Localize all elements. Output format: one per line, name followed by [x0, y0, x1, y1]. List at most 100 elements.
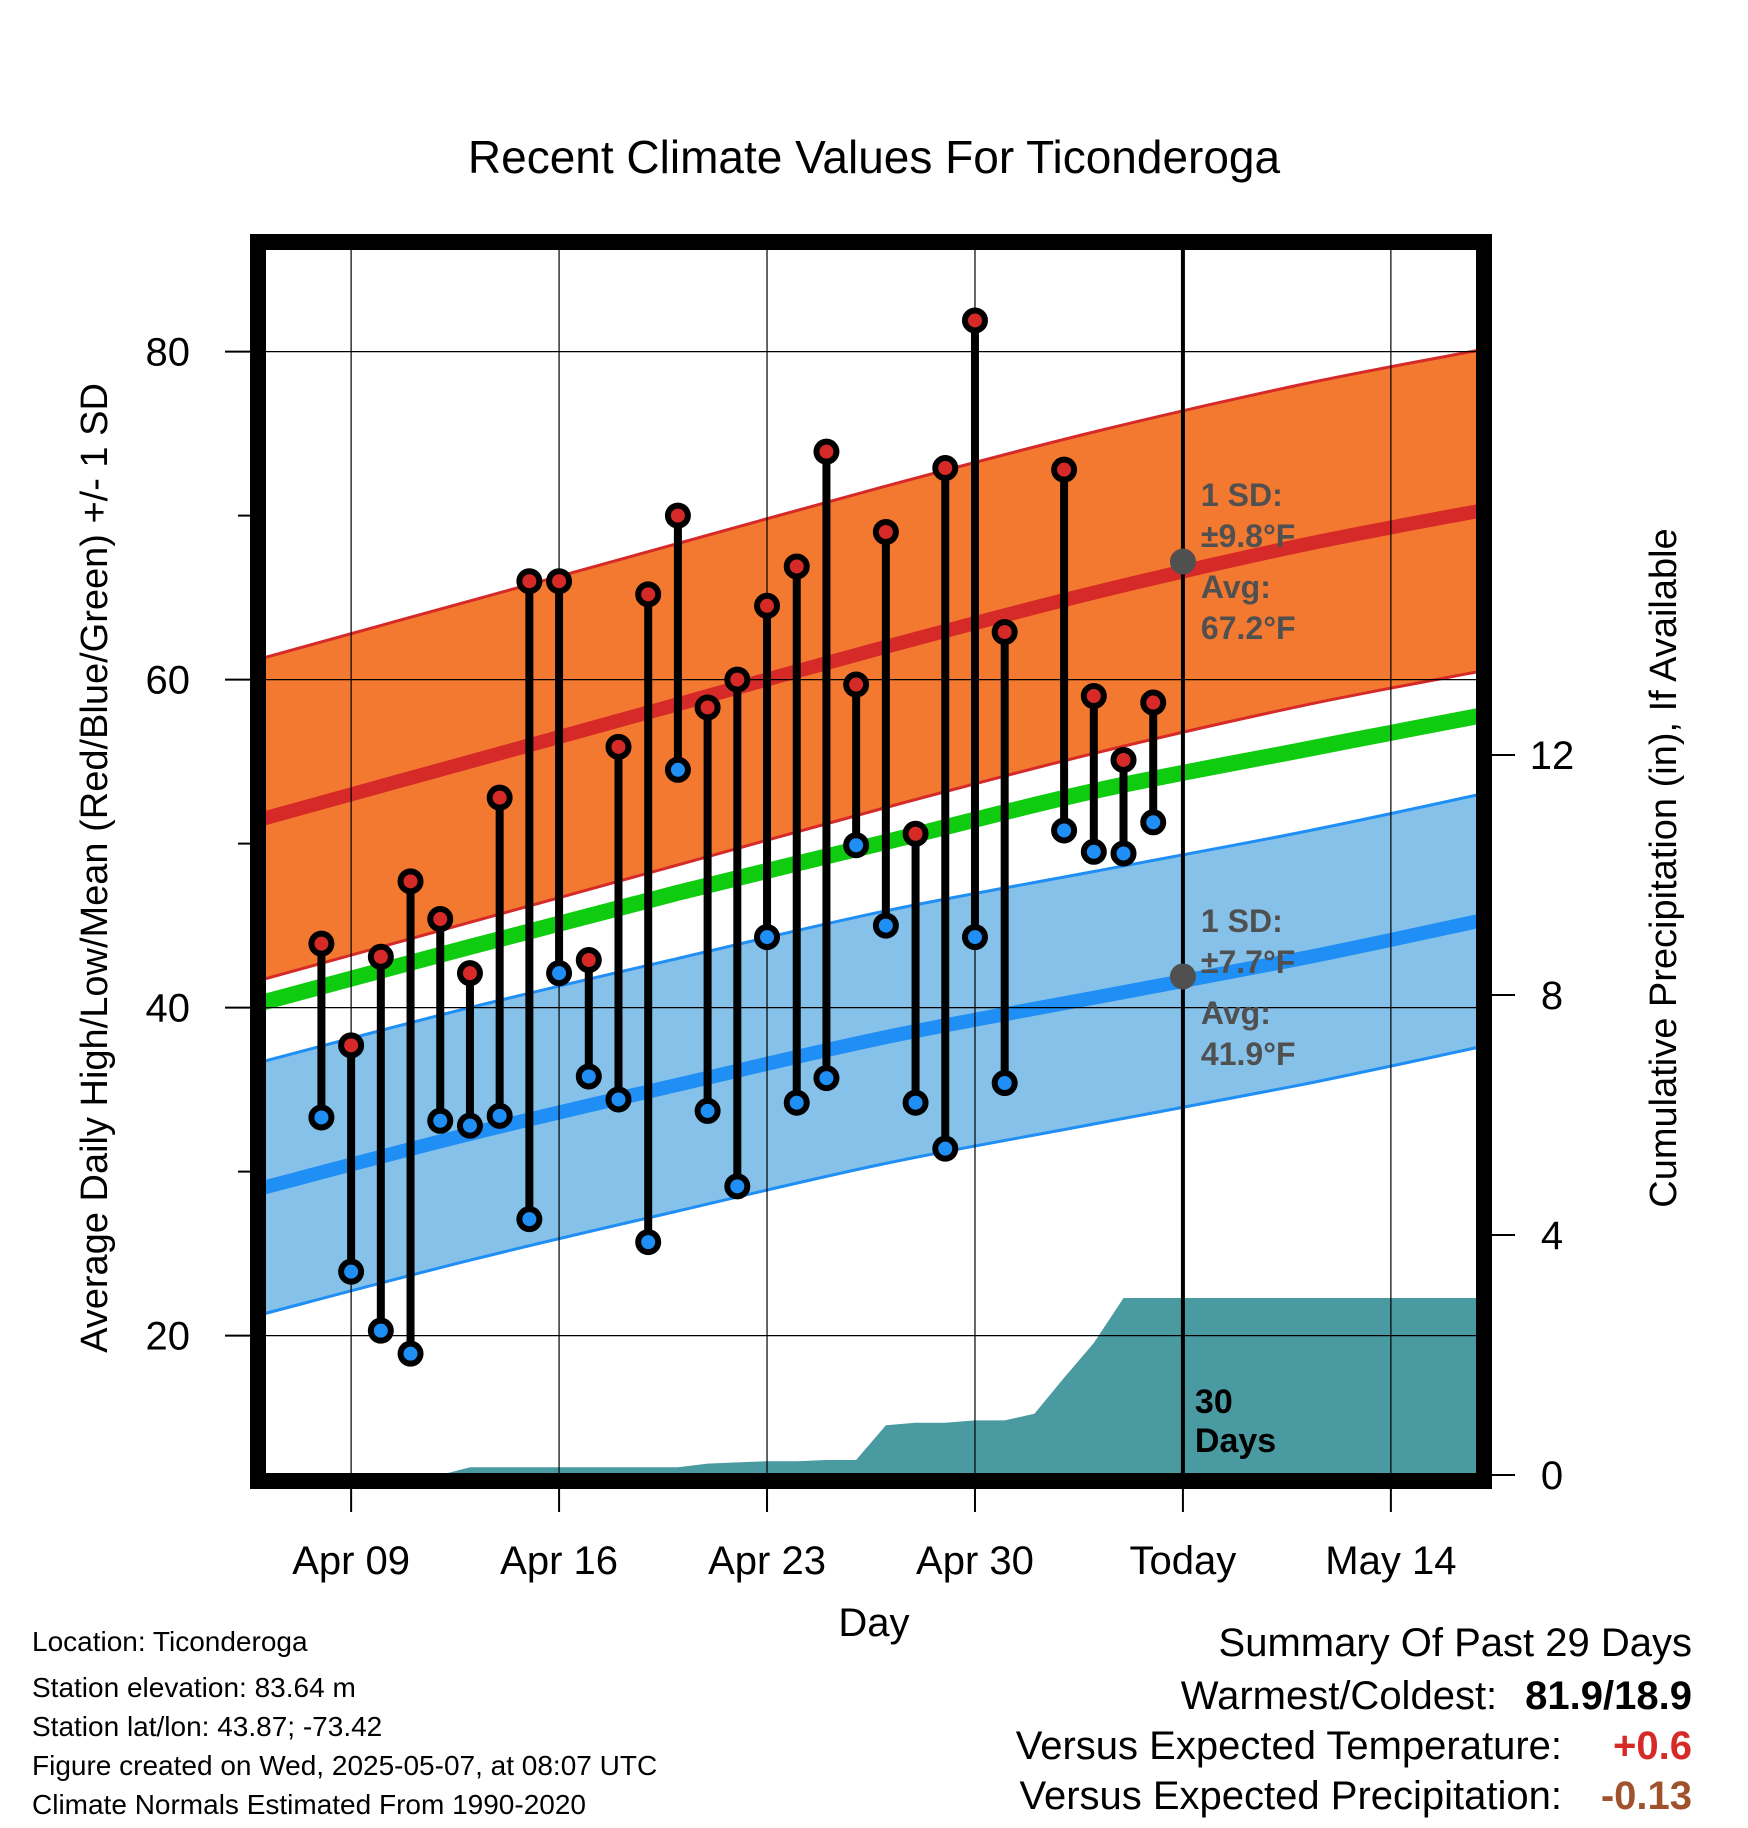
y-tick-label: 60 — [146, 659, 191, 703]
summary-title-text: Summary Of Past 29 Days — [1218, 1621, 1692, 1665]
observed-low-point — [664, 756, 691, 783]
observed-low-point — [754, 924, 781, 951]
observed-high-point — [1080, 683, 1107, 709]
y-axis-label-right: Cumulative Precipitation (in), If Availa… — [1643, 528, 1685, 1207]
observed-low-point — [961, 924, 988, 951]
summary-temp-value: +0.6 — [1613, 1724, 1692, 1768]
observed-low-point — [932, 1135, 959, 1162]
y-tick-label: 20 — [146, 1315, 191, 1359]
observed-high-point — [664, 502, 691, 529]
annotation-low-avg-value: 41.9°F — [1201, 1036, 1296, 1072]
footer-location: Location: Ticonderoga — [32, 1626, 308, 1657]
observed-low-point — [783, 1089, 810, 1116]
plot-frame — [250, 234, 1492, 1489]
observed-high-point — [605, 733, 632, 760]
observed-low-point — [872, 912, 899, 939]
annotation-low-sd-label: 1 SD: — [1201, 903, 1283, 939]
observed-high-point — [1110, 746, 1137, 773]
y-tick-label: 40 — [146, 987, 191, 1031]
observed-high-point — [1051, 456, 1078, 483]
summary-precip-value: -0.13 — [1600, 1774, 1692, 1818]
x-tick-label: Today — [1130, 1539, 1237, 1583]
observed-high-point — [754, 592, 781, 619]
y2-tick-label: 8 — [1541, 974, 1563, 1018]
y-tick-label: 80 — [146, 331, 191, 375]
y-axis-label-left: Average Daily High/Low/Mean (Red/Blue/Gr… — [74, 383, 116, 1353]
observed-low-point — [516, 1206, 543, 1233]
today-days-word: Days — [1195, 1422, 1276, 1460]
observed-high-point — [783, 553, 810, 580]
plot-area — [262, 245, 1480, 1475]
annotation-high-sd-value: ±9.8°F — [1201, 518, 1295, 554]
plot-overlay: 1 SD: ±9.8°F Avg: 67.2°F 1 SD: ±7.7°F Avg: 41.9… — [1169, 245, 1296, 1475]
y2-tick-label: 4 — [1541, 1214, 1563, 1258]
today-high-avg-marker — [1169, 548, 1196, 575]
observed-high-point — [813, 438, 840, 465]
low-normal-band-lower-edge — [262, 1045, 1480, 1316]
observed-low-point — [397, 1340, 424, 1367]
footer-normals: Climate Normals Estimated From 1990-2020 — [32, 1789, 586, 1820]
footer-latlon: Station lat/lon: 43.87; -73.42 — [32, 1711, 383, 1742]
observed-high-point — [516, 568, 543, 595]
observed-low-point — [1080, 838, 1107, 865]
observed-high-point — [397, 868, 424, 895]
annotation-high-avg-value: 67.2°F — [1201, 610, 1296, 646]
observed-high-point — [575, 947, 602, 974]
precipitation-area — [262, 1298, 1480, 1475]
y2-tick-label: 0 — [1541, 1454, 1563, 1498]
observed-low-point — [456, 1112, 483, 1139]
chart-title: Recent Climate Values For Ticonderoga — [468, 131, 1281, 183]
observed-low-point — [991, 1070, 1018, 1097]
observed-high-point — [872, 519, 899, 545]
x-tick-label: Apr 30 — [916, 1539, 1034, 1583]
observed-high-point — [367, 943, 394, 970]
summary-warmest-value: 81.9/18.9 — [1525, 1674, 1692, 1718]
annotation-high-avg-label: Avg: — [1201, 569, 1271, 605]
observed-high-point — [991, 619, 1018, 646]
observed-high-point — [635, 581, 662, 608]
low-normal-band — [262, 794, 1480, 1315]
observed-low-point — [427, 1107, 454, 1134]
observed-high-point — [338, 1032, 365, 1059]
observed-high-point — [427, 906, 454, 933]
observed-low-point — [546, 960, 573, 987]
x-tick-label: Apr 09 — [292, 1539, 410, 1583]
observed-low-point — [843, 832, 870, 859]
observed-high-point — [724, 666, 751, 693]
observed-low-point — [605, 1086, 632, 1113]
observed-high-point — [546, 568, 573, 595]
observed-low-point — [902, 1089, 929, 1116]
summary-temp-row: Versus Expected Temperature: +0.6 — [1016, 1726, 1692, 1766]
summary-title: Summary Of Past 29 Days — [1219, 1623, 1692, 1663]
summary-precip-label: Versus Expected Precipitation: — [1019, 1774, 1562, 1818]
observed-low-point — [575, 1063, 602, 1090]
x-axis-label: Day — [838, 1601, 909, 1645]
footer-elevation: Station elevation: 83.64 m — [32, 1672, 356, 1703]
observed-low-point — [1140, 809, 1167, 836]
observed-high-point — [932, 455, 959, 482]
observed-low-point — [694, 1097, 721, 1124]
y2-tick-label: 12 — [1530, 734, 1575, 778]
observed-low-point — [338, 1258, 365, 1285]
observed-high-point — [308, 930, 335, 957]
annotation-high-sd-label: 1 SD: — [1201, 477, 1283, 513]
observed-high-point — [456, 960, 483, 987]
observed-low-point — [1051, 817, 1078, 844]
footer-created: Figure created on Wed, 2025-05-07, at 08… — [32, 1750, 658, 1781]
summary-temp-label: Versus Expected Temperature: — [1015, 1724, 1562, 1768]
observed-low-point — [724, 1173, 751, 1200]
observed-high-point — [843, 671, 870, 698]
observed-high-point — [1140, 689, 1167, 716]
observed-low-point — [308, 1104, 335, 1131]
observed-high-point — [694, 694, 721, 721]
today-days-number: 30 — [1195, 1383, 1233, 1421]
annotation-low-avg-label: Avg: — [1201, 995, 1271, 1031]
observed-low-point — [635, 1229, 662, 1256]
observed-low-point — [486, 1102, 513, 1129]
high-normal-band — [262, 350, 1480, 980]
x-tick-label: May 14 — [1325, 1539, 1456, 1583]
observed-low-point — [813, 1065, 840, 1092]
observed-high-point — [961, 307, 988, 334]
summary-warmest-label: Warmest/Coldest: — [1180, 1674, 1498, 1718]
observed-high-point — [486, 784, 513, 811]
